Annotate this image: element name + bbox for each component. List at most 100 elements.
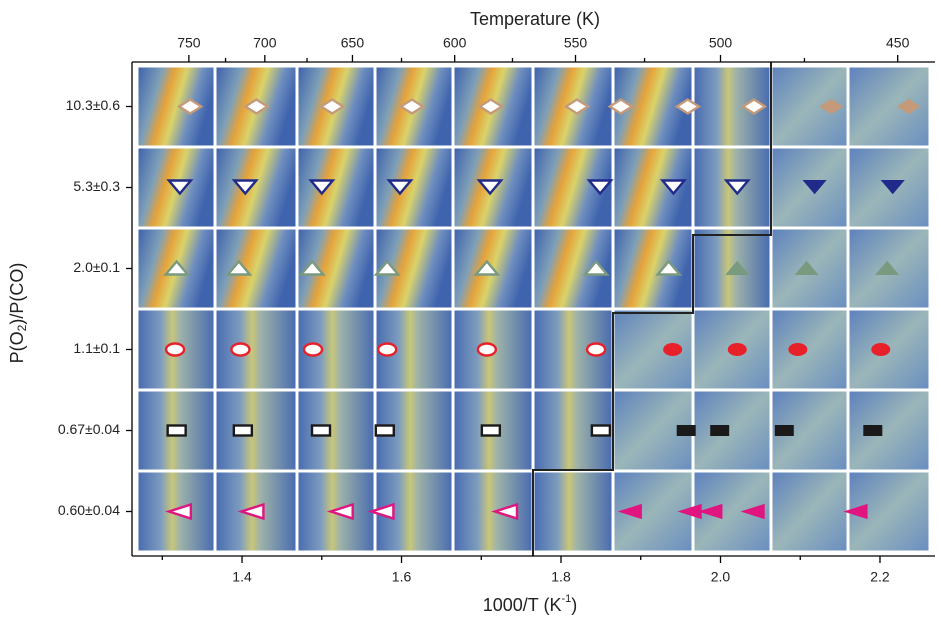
y-tick-label: 0.67±0.04 <box>58 421 120 437</box>
x-tick-label: 1.8 <box>551 569 571 585</box>
marker <box>674 98 702 115</box>
marker <box>880 180 905 195</box>
marker <box>802 180 827 195</box>
marker <box>740 503 765 520</box>
y-tick-label: 5.3±0.3 <box>73 178 120 194</box>
x-tick-label: 1.6 <box>392 569 412 585</box>
marker <box>774 425 794 436</box>
image-tile <box>694 391 770 470</box>
marker <box>318 98 346 115</box>
image-tile <box>614 229 692 308</box>
image-tile <box>534 472 612 551</box>
y-tick-label: 1.1±0.1 <box>73 340 120 356</box>
marker <box>231 179 259 196</box>
marker <box>659 179 688 196</box>
marker <box>794 260 819 275</box>
marker <box>302 342 324 357</box>
image-tile <box>376 148 452 227</box>
marker <box>374 424 395 437</box>
marker <box>710 425 730 436</box>
top-tick-label: 650 <box>341 35 365 51</box>
marker <box>819 98 844 115</box>
marker <box>164 342 186 357</box>
marker <box>230 342 251 357</box>
image-tiles <box>138 67 929 551</box>
marker <box>727 343 747 356</box>
image-tile <box>772 472 847 551</box>
y-tick-label: 10.3±0.6 <box>66 97 121 113</box>
top-axis-title: Temperature (K) <box>470 9 600 29</box>
marker <box>698 503 723 520</box>
marker <box>164 502 193 521</box>
marker <box>590 424 612 437</box>
x-tick-label: 2.2 <box>870 569 890 585</box>
boundary-line <box>532 62 772 556</box>
marker <box>723 179 751 196</box>
top-tick-label: 750 <box>177 35 201 51</box>
marker <box>740 98 768 115</box>
marker <box>896 98 921 115</box>
marker <box>676 425 696 436</box>
marker <box>655 259 683 276</box>
marker <box>586 179 614 196</box>
x-tick-label: 1.4 <box>232 569 252 585</box>
marker <box>225 259 253 276</box>
marker <box>843 503 868 520</box>
image-tile <box>772 310 847 389</box>
marker <box>243 98 270 115</box>
marker <box>563 98 591 115</box>
x-label-main: 1000/T (K <box>483 595 562 615</box>
y-label-end: )/P(CO) <box>7 263 27 325</box>
marker <box>166 179 194 196</box>
image-tile <box>216 148 296 227</box>
marker <box>871 343 891 356</box>
top-tick-label: 450 <box>886 35 910 51</box>
marker <box>367 502 395 521</box>
image-tile <box>216 391 296 470</box>
marker <box>788 343 808 356</box>
marker <box>166 424 187 437</box>
x-tick-label: 2.0 <box>711 569 731 585</box>
marker <box>875 260 900 275</box>
marker <box>376 342 398 357</box>
marker <box>607 98 635 115</box>
y-label-sub: 2 <box>15 324 29 331</box>
marker <box>476 179 504 196</box>
y-label-main: P(O <box>7 331 27 363</box>
marker <box>473 259 501 276</box>
marker <box>298 259 326 276</box>
y-axis-label: P(O2)/P(CO) <box>7 263 29 364</box>
marker <box>308 179 336 196</box>
x-label-sup: -1 <box>561 593 571 605</box>
marker <box>582 259 610 276</box>
image-tile <box>216 310 296 389</box>
marker <box>585 342 607 357</box>
marker <box>386 179 414 196</box>
marker <box>476 342 498 357</box>
image-tile <box>849 391 929 470</box>
marker <box>163 259 191 276</box>
marker <box>176 98 204 115</box>
marker <box>398 98 426 115</box>
image-tile <box>298 391 374 470</box>
x-axis-label: 1000/T (K-1) <box>483 593 578 615</box>
marker <box>480 424 502 437</box>
marker <box>491 502 519 521</box>
image-tile <box>216 229 296 308</box>
marker <box>326 502 354 521</box>
y-tick-label: 2.0±0.1 <box>73 259 120 275</box>
marker <box>863 425 883 436</box>
top-tick-label: 700 <box>253 35 277 51</box>
top-tick-label: 600 <box>443 35 467 51</box>
top-tick-label: 550 <box>564 35 588 51</box>
image-tile <box>298 148 374 227</box>
marker <box>617 503 642 520</box>
marker <box>310 424 332 437</box>
y-tick-label: 0.60±0.04 <box>58 502 120 518</box>
marker <box>663 343 683 356</box>
marker <box>237 502 265 521</box>
marker <box>725 260 750 275</box>
marker <box>477 98 505 115</box>
marker <box>373 259 401 276</box>
